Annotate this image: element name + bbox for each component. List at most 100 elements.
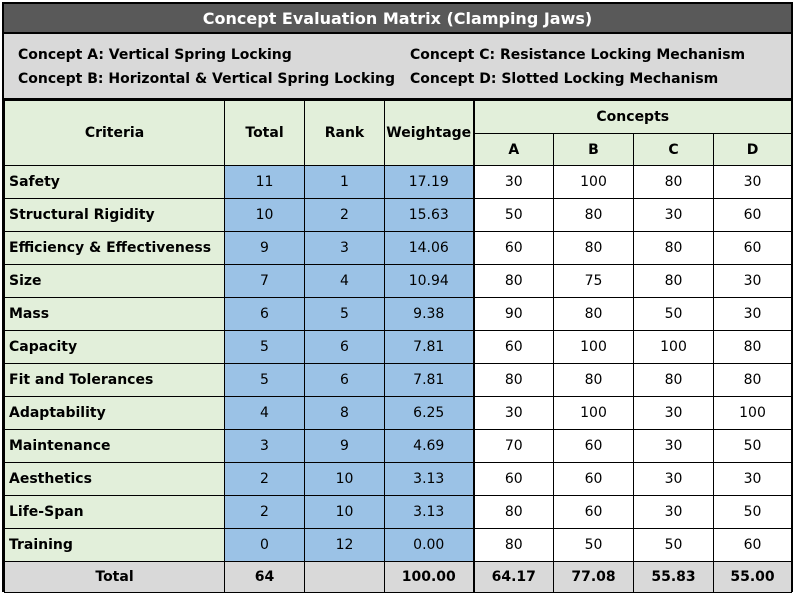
- concept-b-cell: 100: [553, 330, 634, 364]
- concept-c-cell: 50: [633, 297, 714, 331]
- concept-d-cell: 100: [712, 396, 793, 430]
- criteria-cell: Life-Span: [4, 495, 225, 529]
- total-cell: 4: [224, 396, 305, 430]
- criteria-cell: Structural Rigidity: [4, 198, 225, 232]
- matrix-table: Criteria Total Rank Weightage Concepts A…: [4, 100, 793, 593]
- totals-label: Total: [4, 561, 225, 593]
- concept-a-cell: 50: [472, 198, 554, 232]
- weightage-cell: 10.94: [384, 264, 474, 298]
- concept-c-cell: 30: [633, 429, 714, 463]
- concept-b-cell: 80: [553, 363, 634, 397]
- weightage-cell: 6.25: [384, 396, 474, 430]
- criteria-cell: Training: [4, 528, 225, 562]
- matrix-title: Concept Evaluation Matrix (Clamping Jaws…: [4, 4, 791, 34]
- criteria-cell: Maintenance: [4, 429, 225, 463]
- table-row: Aesthetics 2 10 3.13 60 60 30 30: [4, 462, 793, 496]
- concept-a-cell: 60: [472, 231, 554, 265]
- concept-legend: Concept A: Vertical Spring Locking Conce…: [4, 34, 791, 100]
- table-row: Mass 6 5 9.38 90 80 50 30: [4, 297, 793, 331]
- totals-concept-a: 64.17: [472, 561, 554, 593]
- legend-concept-a: Concept A: Vertical Spring Locking: [18, 47, 292, 63]
- concept-d-cell: 30: [712, 462, 793, 496]
- concept-d-cell: 50: [712, 429, 793, 463]
- concept-d-cell: 30: [712, 264, 793, 298]
- total-cell: 10: [224, 198, 305, 232]
- legend-concept-d: Concept D: Slotted Locking Mechanism: [410, 71, 719, 87]
- total-cell: 7: [224, 264, 305, 298]
- table-row: Structural Rigidity 10 2 15.63 50 80 30 …: [4, 198, 793, 232]
- criteria-cell: Capacity: [4, 330, 225, 364]
- concept-c-cell: 30: [633, 495, 714, 529]
- concept-d-cell: 60: [712, 231, 793, 265]
- concept-b-cell: 80: [553, 198, 634, 232]
- total-cell: 2: [224, 462, 305, 496]
- legend-concept-c: Concept C: Resistance Locking Mechanism: [410, 47, 746, 63]
- concept-c-cell: 80: [633, 231, 714, 265]
- rank-cell: 6: [304, 330, 385, 364]
- header-concept-a: A: [472, 133, 554, 166]
- table-row: Efficiency & Effectiveness 9 3 14.06 60 …: [4, 231, 793, 265]
- weightage-cell: 3.13: [384, 495, 474, 529]
- header-criteria: Criteria: [4, 100, 225, 166]
- total-cell: 6: [224, 297, 305, 331]
- criteria-cell: Adaptability: [4, 396, 225, 430]
- rank-cell: 1: [304, 165, 385, 199]
- total-cell: 11: [224, 165, 305, 199]
- weightage-cell: 3.13: [384, 462, 474, 496]
- rank-cell: 4: [304, 264, 385, 298]
- concept-b-cell: 60: [553, 495, 634, 529]
- total-cell: 5: [224, 363, 305, 397]
- table-row: Life-Span 2 10 3.13 80 60 30 50: [4, 495, 793, 529]
- concept-b-cell: 50: [553, 528, 634, 562]
- concept-a-cell: 60: [472, 462, 554, 496]
- rank-cell: 5: [304, 297, 385, 331]
- concept-a-cell: 80: [472, 363, 554, 397]
- weightage-cell: 9.38: [384, 297, 474, 331]
- concept-b-cell: 80: [553, 231, 634, 265]
- totals-total: 64: [224, 561, 305, 593]
- concept-c-cell: 80: [633, 165, 714, 199]
- weightage-cell: 15.63: [384, 198, 474, 232]
- rank-cell: 3: [304, 231, 385, 265]
- concept-c-cell: 50: [633, 528, 714, 562]
- header-concept-b: B: [553, 133, 634, 166]
- concept-b-cell: 80: [553, 297, 634, 331]
- concept-d-cell: 30: [712, 297, 793, 331]
- criteria-cell: Efficiency & Effectiveness: [4, 231, 225, 265]
- concept-b-cell: 100: [553, 165, 634, 199]
- totals-weightage: 100.00: [384, 561, 474, 593]
- header-total: Total: [224, 100, 305, 166]
- weightage-cell: 14.06: [384, 231, 474, 265]
- rank-cell: 9: [304, 429, 385, 463]
- criteria-cell: Safety: [4, 165, 225, 199]
- concept-a-cell: 30: [472, 396, 554, 430]
- concept-b-cell: 75: [553, 264, 634, 298]
- totals-rank: [304, 561, 385, 593]
- criteria-cell: Mass: [4, 297, 225, 331]
- rank-cell: 10: [304, 495, 385, 529]
- concept-d-cell: 60: [712, 198, 793, 232]
- total-cell: 5: [224, 330, 305, 364]
- rank-cell: 2: [304, 198, 385, 232]
- header-weightage: Weightage: [384, 100, 474, 166]
- concept-d-cell: 30: [712, 165, 793, 199]
- table-row: Adaptability 4 8 6.25 30 100 30 100: [4, 396, 793, 430]
- criteria-cell: Aesthetics: [4, 462, 225, 496]
- totals-concept-c: 55.83: [633, 561, 714, 593]
- weightage-cell: 7.81: [384, 363, 474, 397]
- concept-c-cell: 30: [633, 198, 714, 232]
- rank-cell: 6: [304, 363, 385, 397]
- table-row: Capacity 5 6 7.81 60 100 100 80: [4, 330, 793, 364]
- concept-d-cell: 60: [712, 528, 793, 562]
- criteria-cell: Fit and Tolerances: [4, 363, 225, 397]
- concept-a-cell: 60: [472, 330, 554, 364]
- total-cell: 9: [224, 231, 305, 265]
- legend-concept-b: Concept B: Horizontal & Vertical Spring …: [18, 71, 396, 87]
- total-cell: 0: [224, 528, 305, 562]
- rank-cell: 12: [304, 528, 385, 562]
- concept-c-cell: 100: [633, 330, 714, 364]
- criteria-cell: Size: [4, 264, 225, 298]
- weightage-cell: 4.69: [384, 429, 474, 463]
- rank-cell: 10: [304, 462, 385, 496]
- weightage-cell: 7.81: [384, 330, 474, 364]
